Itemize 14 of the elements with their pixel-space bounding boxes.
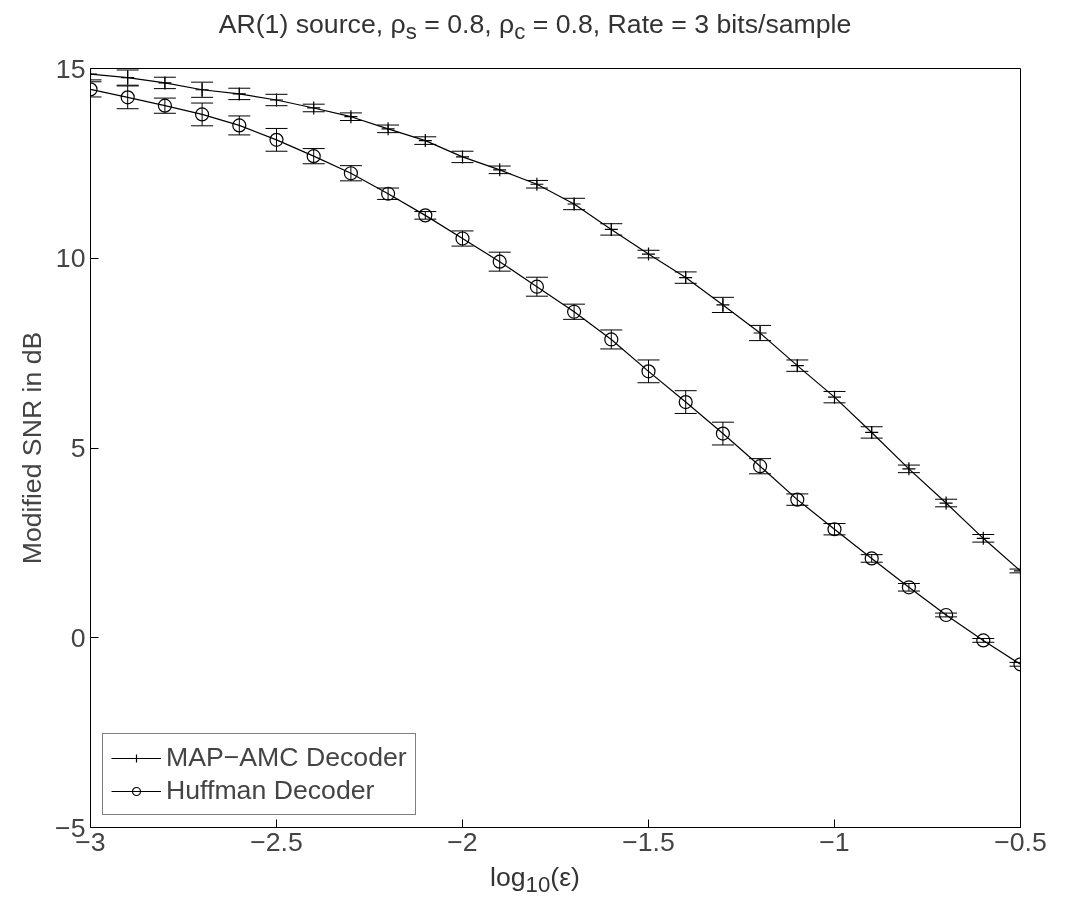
y-tick-label: 5 — [70, 433, 86, 464]
y-tick-label: 0 — [70, 622, 86, 653]
y-tick-label: 15 — [55, 53, 86, 84]
x-tick-label: −2 — [447, 826, 478, 857]
x-tick-label: −1.5 — [622, 826, 675, 857]
x-tick-label: −0.5 — [994, 826, 1047, 857]
y-tick-label: 10 — [55, 243, 86, 274]
x-axis-title: log$_{10}$(ε) — [490, 861, 580, 897]
legend-label: Huffman Decoder — [166, 775, 375, 807]
y-axis-title: Modified SNR in dB — [17, 331, 48, 565]
legend-label: MAP−AMC Decoder — [166, 742, 407, 774]
x-tick-label: −1 — [819, 826, 850, 857]
chart-title: AR(1) source, ρ$_{s}$ = 0.8, ρ$_{c}$ = 0.8, Rate = 3 bits/sample — [218, 8, 852, 47]
x-tick-label: −2.5 — [250, 826, 303, 857]
